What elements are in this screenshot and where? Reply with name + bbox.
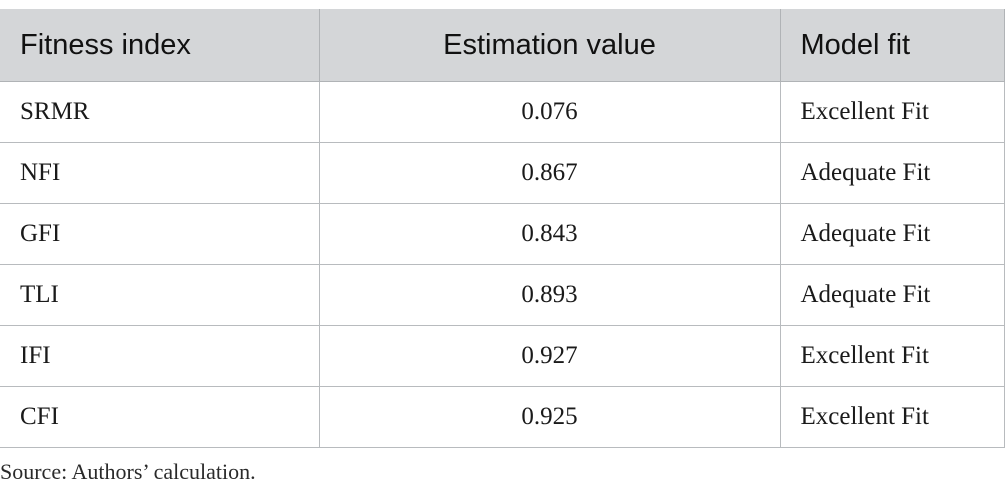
cell-text: 0.076 <box>521 98 578 125</box>
cell-index: GFI <box>0 203 320 265</box>
cell-index: NFI <box>0 142 320 204</box>
table-row: NFI 0.867 Adequate Fit <box>0 142 1005 204</box>
cell-text: Excellent Fit <box>800 98 929 125</box>
cell-text: Adequate Fit <box>800 159 931 186</box>
cell-text: Adequate Fit <box>800 281 931 308</box>
cell-index: IFI <box>0 325 320 387</box>
cell-index: SRMR <box>0 81 320 143</box>
cell-text: Excellent Fit <box>800 342 929 369</box>
cell-value: 0.867 <box>318 142 781 204</box>
fit-table-container: Fitness index Estimation value Model fit… <box>0 9 1005 448</box>
table-row: TLI 0.893 Adequate Fit <box>0 264 1005 326</box>
cell-fit: Excellent Fit <box>779 81 1005 143</box>
cell-fit: Adequate Fit <box>779 203 1005 265</box>
cell-fit: Adequate Fit <box>779 142 1005 204</box>
cell-value: 0.076 <box>318 81 781 143</box>
header-label: Fitness index <box>20 28 191 61</box>
cell-fit: Excellent Fit <box>779 386 1005 448</box>
cell-text: Adequate Fit <box>800 220 931 247</box>
header-label: Model fit <box>800 28 911 61</box>
cell-fit: Excellent Fit <box>779 325 1005 387</box>
cell-fit: Adequate Fit <box>779 264 1005 326</box>
header-label: Estimation value <box>443 28 656 61</box>
header-model-fit: Model fit <box>779 9 1005 82</box>
cell-text: IFI <box>20 342 51 369</box>
table-body: SRMR 0.076 Excellent Fit NFI 0.867 Adequ… <box>0 81 1005 448</box>
cell-text: CFI <box>20 403 59 430</box>
cell-value: 0.893 <box>318 264 781 326</box>
header-estimation-value: Estimation value <box>318 9 781 82</box>
cell-text: GFI <box>20 220 61 247</box>
table-row: GFI 0.843 Adequate Fit <box>0 203 1005 265</box>
cell-index: TLI <box>0 264 320 326</box>
cell-index: CFI <box>0 386 320 448</box>
table-row: IFI 0.927 Excellent Fit <box>0 325 1005 387</box>
header-fitness-index: Fitness index <box>0 9 320 82</box>
cell-text: TLI <box>20 281 59 308</box>
table-row: CFI 0.925 Excellent Fit <box>0 386 1005 448</box>
cell-text: 0.927 <box>521 342 578 369</box>
cell-text: NFI <box>20 159 61 186</box>
cell-text: 0.843 <box>521 220 578 247</box>
table-row: SRMR 0.076 Excellent Fit <box>0 81 1005 143</box>
table-header: Fitness index Estimation value Model fit <box>0 9 1005 82</box>
cell-value: 0.843 <box>318 203 781 265</box>
cell-text: 0.893 <box>521 281 578 308</box>
cell-value: 0.925 <box>318 386 781 448</box>
cell-text: Excellent Fit <box>800 403 929 430</box>
model-fit-table: Fitness index Estimation value Model fit… <box>0 9 1005 448</box>
cell-text: 0.867 <box>521 159 578 186</box>
header-row: Fitness index Estimation value Model fit <box>0 9 1005 82</box>
table-footnote: Source: Authors’ calculation. <box>0 459 256 484</box>
cell-value: 0.927 <box>318 325 781 387</box>
cell-text: SRMR <box>20 98 90 125</box>
cell-text: 0.925 <box>521 403 578 430</box>
